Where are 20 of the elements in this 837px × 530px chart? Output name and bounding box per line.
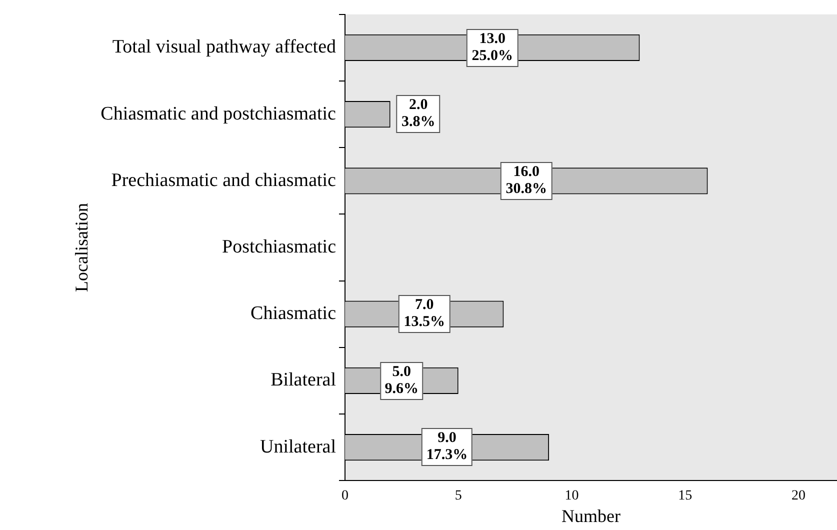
data-label: 13.0 25.0% (466, 28, 518, 67)
x-tick-label: 0 (342, 488, 348, 504)
x-tick-label: 20 (791, 488, 806, 504)
x-tick-label: 5 (454, 488, 462, 504)
y-tick-label: Total visual pathway affected (112, 36, 336, 58)
data-label: 7.0 13.5% (398, 295, 450, 334)
data-label: 2.0 3.8% (396, 95, 440, 134)
x-tick-label: 10 (564, 488, 579, 504)
y-axis-title: Localisation (72, 203, 92, 292)
y-tick-label: Chiasmatic and postchiasmatic (100, 103, 336, 124)
y-tick-label: Chiasmatic (250, 303, 336, 324)
y-tick-label: Unilateral (260, 436, 336, 458)
data-label: 5.0 9.6% (380, 362, 424, 400)
y-tick-label: Prechiasmatic and chiasmatic (111, 170, 336, 191)
data-label: 16.0 30.8% (500, 162, 552, 200)
x-tick-label: 15 (678, 488, 692, 504)
data-label: 9.0 17.3% (421, 428, 473, 466)
y-tick-label: Bilateral (270, 370, 336, 391)
x-axis-title: Number (562, 506, 620, 526)
y-tick-label: Postchiasmatic (222, 236, 336, 258)
